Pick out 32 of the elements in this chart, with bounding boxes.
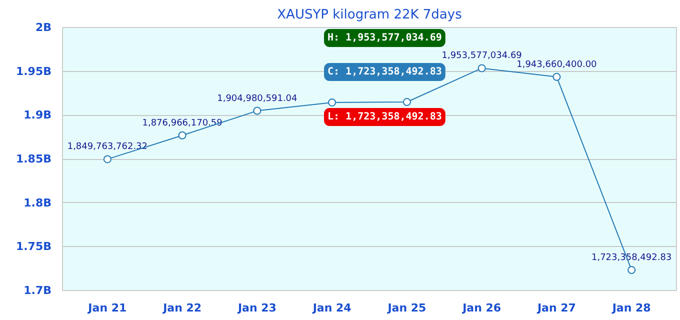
chart-title: XAUSYP kilogram 22K 7days	[277, 8, 462, 22]
x-tick-label: Jan 21	[87, 302, 127, 314]
data-label: 1,876,966,170.59	[142, 118, 223, 128]
annotation: C: 1,723,358,492.83	[328, 66, 442, 78]
x-tick-label: Jan 22	[162, 302, 202, 314]
annotation: H: 1,953,577,034.69	[328, 32, 442, 44]
point	[178, 131, 186, 140]
data-label: 1,953,577,034.69	[442, 51, 522, 62]
x-tick-label: Jan 25	[386, 302, 426, 314]
point	[328, 98, 336, 106]
data-label: 1,943,660,400.00	[516, 60, 598, 70]
x-tick-label: Jan 27	[536, 302, 576, 314]
y-tick-label: 1.7B	[24, 284, 52, 297]
x-tick-label: Jan 26	[462, 302, 502, 314]
x-tick-label: Jan 24	[312, 302, 352, 314]
point	[103, 155, 112, 164]
y-tick-label: 1.9B	[24, 108, 52, 122]
y-tick-label: 1.85B	[16, 152, 52, 166]
y-tick-label: 1.95B	[16, 64, 52, 78]
point	[402, 98, 411, 106]
point	[478, 64, 486, 72]
data-label: 1,849,763,762.32	[67, 142, 148, 152]
point	[552, 72, 561, 81]
data-label: 1,904,980,591.04	[217, 94, 298, 104]
x-tick-label: Jan 28	[611, 302, 651, 314]
y-tick-label: 2B	[35, 21, 52, 34]
point	[628, 266, 636, 274]
x-tick-label: Jan 23	[236, 302, 276, 314]
y-tick-label: 1.8B	[24, 196, 52, 210]
point	[253, 106, 262, 115]
y-tick-label: 1.75B	[16, 240, 52, 254]
annotation: L: 1,723,358,492.83	[328, 112, 442, 122]
